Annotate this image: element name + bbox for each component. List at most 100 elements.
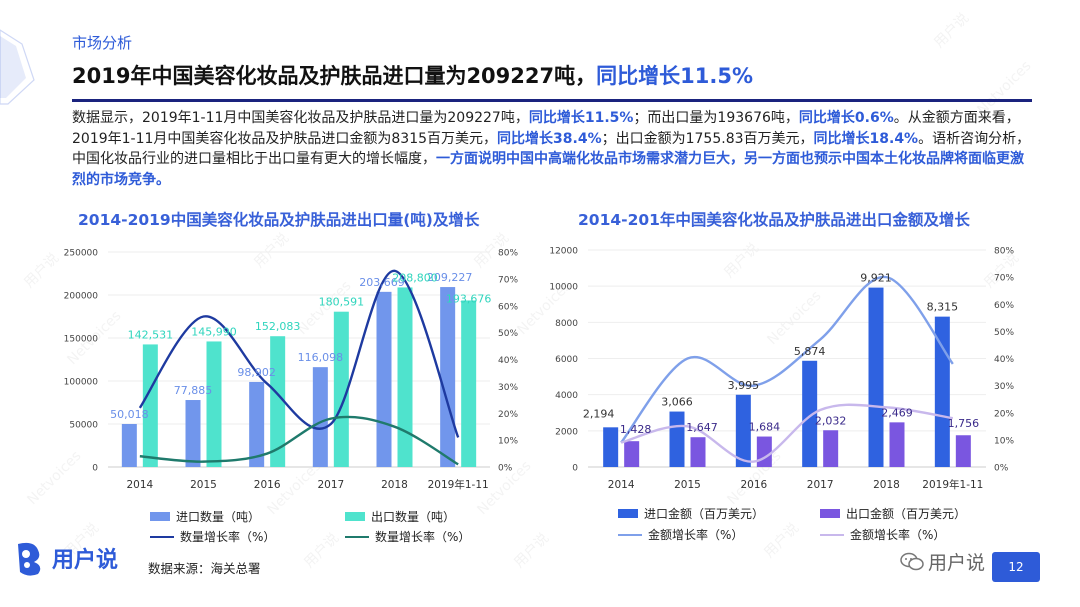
title-prefix: 2019年中国美容化妆品及护肤品进口量为209227吨， — [72, 64, 597, 88]
wechat-icon — [900, 552, 924, 570]
y2-tick-label: 50% — [498, 329, 518, 339]
bar — [270, 336, 286, 467]
highlight-text: 一方面说明中国中高端化妆品市场需求潜力巨大，另一方面也预示中国本土化妆品牌将面临… — [72, 151, 1024, 188]
y-tick-label: 200000 — [64, 292, 99, 302]
title-underline — [72, 99, 1032, 102]
data-label: 180,591 — [319, 296, 365, 309]
y2-tick-label: 20% — [498, 410, 518, 420]
y2-tick-label: 30% — [994, 382, 1014, 392]
y-tick-label: 2000 — [555, 427, 578, 437]
bar — [889, 422, 905, 467]
y-tick-label: 50000 — [69, 421, 98, 431]
bar — [185, 400, 201, 467]
y-tick-label: 8000 — [555, 319, 578, 329]
body-text-run: ；而出口量为193676吨， — [633, 110, 799, 126]
page-number: 12 — [992, 552, 1040, 582]
section-tag: 市场分析 — [72, 34, 133, 52]
y2-tick-label: 40% — [498, 356, 518, 366]
y2-tick-label: 70% — [498, 275, 518, 285]
data-label: 50,018 — [110, 408, 149, 421]
legend-item-import-growth: 数量增长率（%） — [150, 528, 275, 545]
brand-logo: 用户说 — [12, 540, 118, 576]
bar — [603, 427, 619, 467]
bar — [624, 441, 640, 467]
data-label: 9,921 — [860, 272, 892, 285]
body-text-run: 。从金额方面来看，2019年1-11月中国美容化妆品及护肤品进口金额为8315百… — [72, 110, 1020, 147]
data-label: 209,227 — [427, 271, 473, 284]
x-tick-label: 2016 — [254, 479, 281, 491]
legend-line — [618, 533, 642, 536]
wechat-name: 用户说 — [928, 552, 986, 574]
x-tick-label: 2015 — [674, 479, 701, 491]
legend-item-export-value-growth: 金额增长率（%） — [820, 526, 945, 543]
body-text-run: 数据显示，2019年1-11月中国美容化妆品及护肤品进口量为209227吨， — [72, 110, 529, 126]
bar — [823, 430, 839, 467]
highlight-text: 同比增长11.5% — [528, 110, 634, 126]
y2-tick-label: 30% — [498, 383, 518, 393]
series-line — [620, 403, 954, 463]
y2-tick-label: 0% — [994, 464, 1009, 474]
legend-line — [345, 535, 369, 538]
bar — [955, 435, 971, 467]
body-text-run: 。语析咨询分析，中国化妆品行业的进口量相比于出口量有更大的增长幅度， — [72, 130, 1031, 168]
data-label: 2,194 — [583, 407, 615, 420]
y2-tick-label: 70% — [994, 274, 1014, 284]
y2-tick-label: 20% — [994, 409, 1014, 419]
x-tick-label: 2019年1-11 — [922, 478, 983, 491]
chart2-title: 2014-201年中国美容化妆品及护肤品进出口金额及增长 — [578, 211, 970, 229]
legend-item-export-growth: 数量增长率（%） — [345, 528, 470, 545]
watermark-text: 用户说 — [761, 520, 803, 562]
legend-swatch — [150, 512, 170, 521]
x-tick-label: 2017 — [317, 479, 344, 491]
y-tick-label: 4000 — [555, 391, 578, 401]
data-label: 1,428 — [620, 423, 652, 436]
x-tick-label: 2014 — [608, 479, 635, 491]
legend-line — [150, 535, 174, 538]
series-line — [620, 275, 954, 444]
chart-value: 0 2000 4000 6000 8000 10000 12000 0% 10% 20% 30% 40… — [549, 247, 1014, 492]
data-label: 142,531 — [128, 328, 174, 341]
legend-item-export-value: 出口金额（百万美元） — [820, 505, 966, 522]
y2-tick-label: 50% — [994, 328, 1014, 338]
data-label: 3,066 — [661, 396, 693, 409]
y2-tick-label: 40% — [994, 355, 1014, 365]
y-tick-label: 0 — [92, 464, 98, 474]
bar — [440, 287, 456, 467]
chart-volume: 0 50000 100000 150000 200000 250000 0% 10% 20% 30… — [64, 249, 519, 492]
x-tick-label: 2018 — [873, 479, 900, 491]
highlight-text: 同比增长38.4% — [497, 130, 602, 147]
bar — [756, 436, 772, 467]
data-label: 77,885 — [174, 384, 213, 397]
y2-tick-label: 10% — [994, 436, 1014, 446]
bar — [376, 291, 392, 467]
data-label: 2,032 — [815, 414, 847, 427]
bar — [206, 341, 222, 467]
bar — [461, 300, 477, 467]
data-label: 208,800 — [392, 271, 438, 284]
legend-item-export-volume: 出口数量（吨） — [345, 508, 455, 525]
y2-tick-label: 10% — [498, 437, 518, 447]
data-label: 1,684 — [749, 421, 781, 434]
data-label: 203,669 — [359, 276, 405, 289]
logo-text: 用户说 — [52, 548, 119, 573]
highlight-text: 同比增长0.6% — [798, 110, 894, 126]
x-tick-label: 2017 — [807, 479, 834, 491]
y2-tick-label: 80% — [994, 247, 1014, 257]
x-tick-label: 2019年1-11 — [428, 478, 489, 491]
page-title: 2019年中国美容化妆品及护肤品进口量为209227吨，同比增长11.5% — [72, 60, 753, 90]
y2-tick-label: 0% — [498, 464, 513, 474]
y-tick-label: 6000 — [555, 355, 578, 365]
x-tick-label: 2016 — [740, 479, 767, 491]
data-label: 152,083 — [255, 320, 301, 333]
legend-item-import-value-growth: 金额增长率（%） — [618, 526, 743, 543]
y-tick-label: 10000 — [549, 283, 578, 293]
x-tick-label: 2015 — [190, 479, 217, 491]
watermark-text: 用户说 — [301, 530, 343, 572]
data-label: 116,098 — [298, 351, 344, 364]
bar — [868, 287, 884, 467]
series-line — [139, 415, 459, 466]
y-tick-label: 250000 — [64, 249, 99, 259]
data-label: 5,874 — [794, 345, 826, 358]
title-highlight: 同比增长11.5% — [596, 64, 753, 88]
data-label: 145,990 — [191, 325, 237, 338]
